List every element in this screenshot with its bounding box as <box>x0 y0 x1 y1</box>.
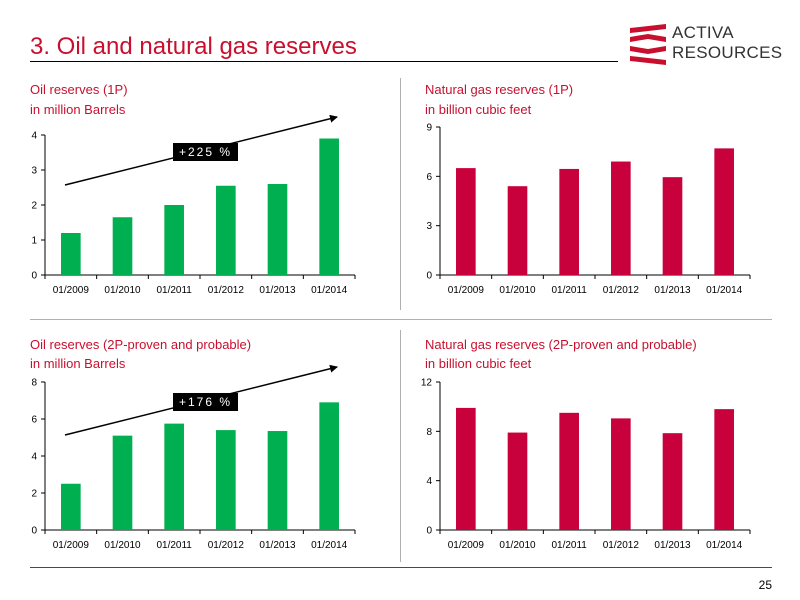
bar <box>164 423 184 530</box>
x-tick-label: 01/2009 <box>53 285 90 296</box>
vertical-divider-bottom <box>400 330 401 562</box>
y-tick-label: 3 <box>426 221 432 232</box>
oil-1p-subtitle: in million Barrels <box>30 102 126 117</box>
bar <box>714 409 734 530</box>
x-tick-label: 01/2009 <box>53 540 90 551</box>
gas-2p-title: Natural gas reserves (2P-proven and prob… <box>425 337 697 352</box>
x-tick-label: 01/2012 <box>603 285 640 296</box>
bar <box>611 418 631 530</box>
x-tick-label: 01/2009 <box>448 285 485 296</box>
footer-rule <box>30 567 772 568</box>
gas-1p-subtitle: in billion cubic feet <box>425 102 532 117</box>
bar <box>714 148 734 275</box>
bar <box>61 483 81 530</box>
y-tick-label: 2 <box>31 489 37 500</box>
bar <box>112 435 133 530</box>
y-tick-label: 0 <box>31 526 37 537</box>
y-tick-label: 6 <box>426 172 432 183</box>
bar <box>456 407 476 530</box>
bar <box>319 138 339 275</box>
oil-1p-chart-group: 0 1 2 3 4 01/2009 01/2010 01/2011 01/2012 01/2013… <box>31 114 356 296</box>
title-underline <box>30 61 618 62</box>
horizontal-divider <box>30 319 772 320</box>
y-tick-label: 12 <box>421 378 433 389</box>
x-tick-label: 01/2011 <box>551 540 587 551</box>
x-tick-label: 01/2012 <box>208 540 245 551</box>
x-tick-label: 01/2012 <box>603 540 640 551</box>
x-tick-label: 01/2010 <box>104 540 141 551</box>
bar <box>559 412 579 530</box>
x-tick-label: 01/2009 <box>448 540 485 551</box>
gas-2p-subtitle: in billion cubic feet <box>425 356 532 371</box>
y-tick-label: 0 <box>426 526 432 537</box>
y-tick-label: 1 <box>31 236 37 247</box>
vertical-divider-top <box>400 78 401 310</box>
activa-logo-mark-icon <box>630 24 666 65</box>
y-tick-label: 2 <box>31 201 37 212</box>
oil-2p-subtitle: in million Barrels <box>30 356 126 371</box>
oil-1p-growth-callout: +225 % <box>173 143 239 161</box>
bar <box>216 185 236 275</box>
y-tick-label: 8 <box>31 378 37 389</box>
y-tick-label: 0 <box>426 271 432 282</box>
x-tick-label: 01/2014 <box>706 540 743 551</box>
y-tick-label: 6 <box>31 415 37 426</box>
bar <box>164 205 184 275</box>
x-tick-label: 01/2011 <box>156 540 192 551</box>
x-tick-label: 01/2013 <box>259 285 296 296</box>
oil-2p-title: Oil reserves (2P-proven and probable) <box>30 337 252 352</box>
bar <box>112 217 133 275</box>
x-tick-label: 01/2010 <box>499 540 536 551</box>
bar <box>662 177 683 275</box>
gas-1p-title: Natural gas reserves (1P) <box>425 82 574 97</box>
bar <box>267 184 288 275</box>
oil-2p-chart-group: 0 2 4 6 8 01/2009 01/2010 01/2011 01/2012 01/2013… <box>31 364 356 551</box>
bar <box>662 433 683 530</box>
y-tick-label: 4 <box>31 131 37 142</box>
page-number: 25 <box>758 578 772 592</box>
activa-resources-logo: ACTIVA RESOURCES <box>628 22 782 67</box>
y-tick-label: 3 <box>31 166 37 177</box>
x-tick-label: 01/2012 <box>208 285 245 296</box>
bar <box>559 168 579 275</box>
x-tick-label: 01/2014 <box>311 540 348 551</box>
bar <box>319 402 339 530</box>
gas-1p-chart-group: 0 3 6 9 01/2009 01/2010 01/2011 01/2012 01/2013 0… <box>426 123 751 296</box>
x-tick-label: 01/2010 <box>104 285 141 296</box>
x-tick-label: 01/2013 <box>259 540 296 551</box>
gas-2p-chart-group: 0 4 8 12 01/2009 01/2010 01/2011 01/2012 01/2013… <box>421 378 751 551</box>
x-tick-label: 01/2014 <box>311 285 348 296</box>
x-tick-label: 01/2011 <box>156 285 192 296</box>
y-tick-label: 4 <box>426 476 432 487</box>
y-tick-label: 9 <box>426 123 432 134</box>
bar <box>507 186 528 275</box>
y-tick-label: 0 <box>31 271 37 282</box>
x-tick-label: 01/2013 <box>654 285 691 296</box>
bar <box>611 161 631 275</box>
x-tick-label: 01/2010 <box>499 285 536 296</box>
bar <box>216 430 236 530</box>
slide-title: 3. Oil and natural gas reserves <box>30 33 357 60</box>
bar <box>507 432 528 530</box>
bar <box>61 233 81 275</box>
logo-line-2: RESOURCES <box>672 43 783 62</box>
oil-1p-title: Oil reserves (1P) <box>30 82 128 97</box>
bar <box>267 431 288 530</box>
y-tick-label: 8 <box>426 427 432 438</box>
x-tick-label: 01/2014 <box>706 285 743 296</box>
x-tick-label: 01/2011 <box>551 285 587 296</box>
oil-2p-growth-callout: +176 % <box>173 393 239 411</box>
logo-line-1: ACTIVA <box>672 23 734 42</box>
x-tick-label: 01/2013 <box>654 540 691 551</box>
bar <box>456 168 476 275</box>
y-tick-label: 4 <box>31 452 37 463</box>
